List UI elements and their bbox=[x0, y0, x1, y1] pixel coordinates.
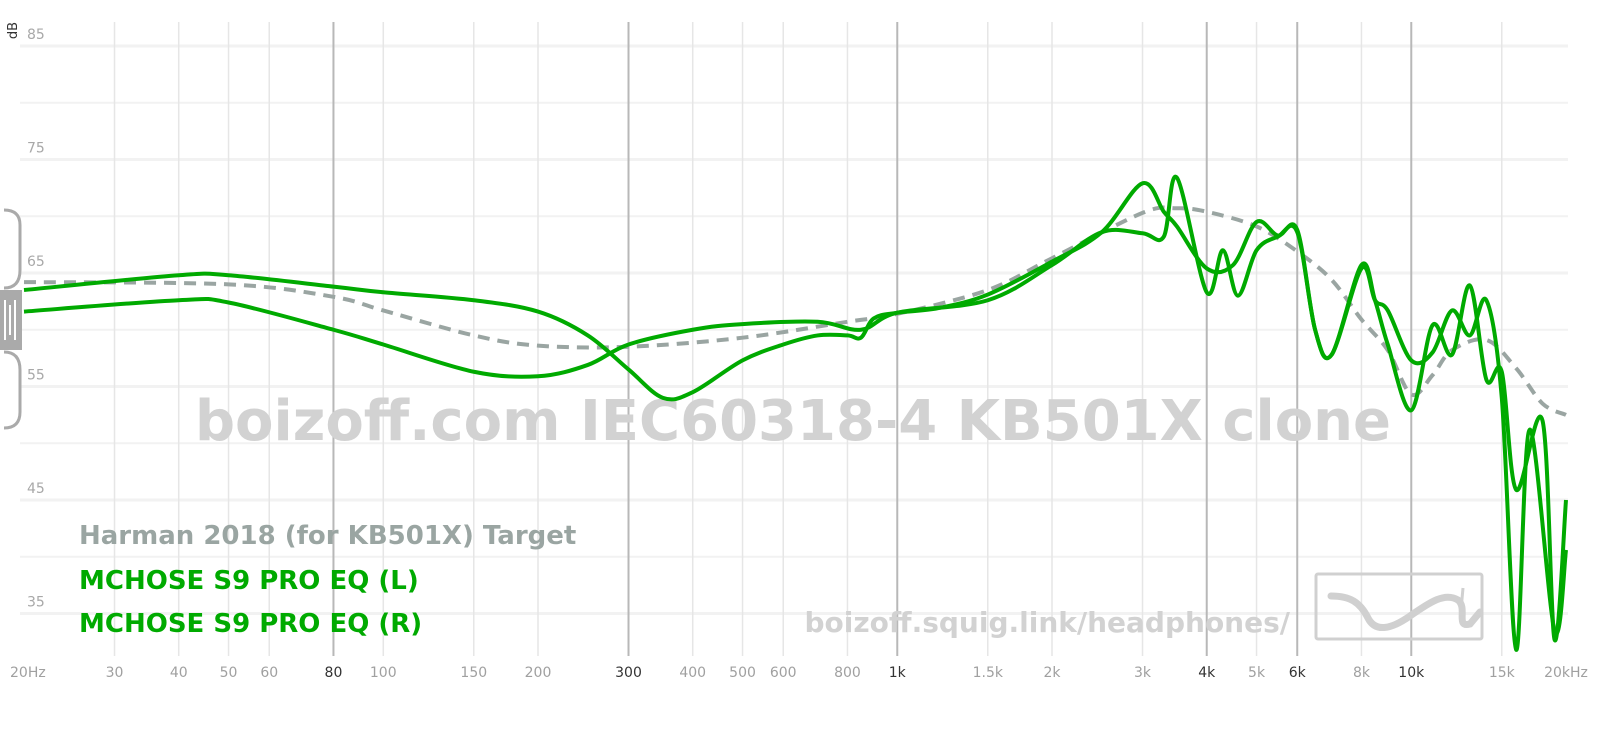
x-tick-label: 2k bbox=[1043, 665, 1061, 681]
x-tick-label: 50 bbox=[220, 665, 238, 681]
curves bbox=[23, 174, 1568, 652]
y-scale-drag-handle[interactable] bbox=[0, 208, 22, 430]
legend: Harman 2018 (for KB501X) Target MCHOSE S… bbox=[79, 521, 576, 639]
legend-item-left[interactable]: MCHOSE S9 PRO EQ (L) bbox=[79, 566, 419, 596]
x-tick-labels: 20Hz 30 40 50 60 80 100 150 200 300 400 500 600 800 1k… bbox=[10, 665, 1588, 681]
series-line-1 bbox=[23, 181, 1568, 643]
x-tick-label: 30 bbox=[106, 665, 124, 681]
x-tick-label: 10k bbox=[1398, 665, 1425, 681]
y-tick-label: 65 bbox=[27, 254, 45, 270]
series-line-0 bbox=[23, 205, 1567, 417]
x-tick-label: 100 bbox=[370, 665, 397, 681]
x-tick-label: 20kHz bbox=[1544, 665, 1588, 681]
legend-item-target[interactable]: Harman 2018 (for KB501X) Target bbox=[79, 521, 576, 551]
x-tick-label: 200 bbox=[525, 665, 552, 681]
x-tick-label: 4k bbox=[1198, 665, 1216, 681]
x-tick-label: 1k bbox=[889, 665, 907, 681]
x-tick-label: 600 bbox=[770, 665, 797, 681]
y-tick-label: 85 bbox=[27, 27, 45, 43]
handle-bottom-bracket[interactable] bbox=[3, 350, 22, 430]
x-tick-label: 500 bbox=[729, 665, 756, 681]
x-tick-label: 3k bbox=[1134, 665, 1152, 681]
x-tick-label: 150 bbox=[460, 665, 487, 681]
x-tick-label: 60 bbox=[260, 665, 278, 681]
x-tick-label: 8k bbox=[1353, 665, 1371, 681]
x-tick-label: 15k bbox=[1489, 665, 1516, 681]
x-tick-label: 300 bbox=[615, 665, 642, 681]
x-tick-label: 80 bbox=[325, 665, 343, 681]
series-line-2 bbox=[23, 174, 1568, 652]
x-tick-label: 40 bbox=[170, 665, 188, 681]
x-tick-label: 800 bbox=[834, 665, 861, 681]
y-axis-label: dB bbox=[6, 22, 21, 39]
x-tick-label: 1.5k bbox=[973, 665, 1004, 681]
y-gridlines bbox=[20, 44, 1568, 615]
watermark-title: boizoff.com IEC60318-4 KB501X clone bbox=[195, 389, 1391, 454]
y-tick-label: 35 bbox=[27, 595, 45, 611]
x-gridlines bbox=[113, 22, 1503, 656]
squiglink-logo-icon bbox=[1314, 572, 1484, 641]
y-tick-label: 75 bbox=[27, 141, 45, 157]
x-tick-label: 400 bbox=[679, 665, 706, 681]
y-tick-labels: 85 75 65 55 45 35 bbox=[27, 27, 45, 611]
x-tick-label: 20Hz bbox=[10, 665, 46, 681]
y-tick-label: 55 bbox=[27, 368, 45, 384]
legend-item-right[interactable]: MCHOSE S9 PRO EQ (R) bbox=[79, 609, 422, 639]
handle-top-bracket[interactable] bbox=[3, 208, 22, 290]
y-tick-label: 45 bbox=[27, 481, 45, 497]
watermark-url: boizoff.squig.link/headphones/ bbox=[804, 606, 1290, 639]
x-tick-label: 5k bbox=[1248, 665, 1266, 681]
x-tick-label: 6k bbox=[1289, 665, 1307, 681]
